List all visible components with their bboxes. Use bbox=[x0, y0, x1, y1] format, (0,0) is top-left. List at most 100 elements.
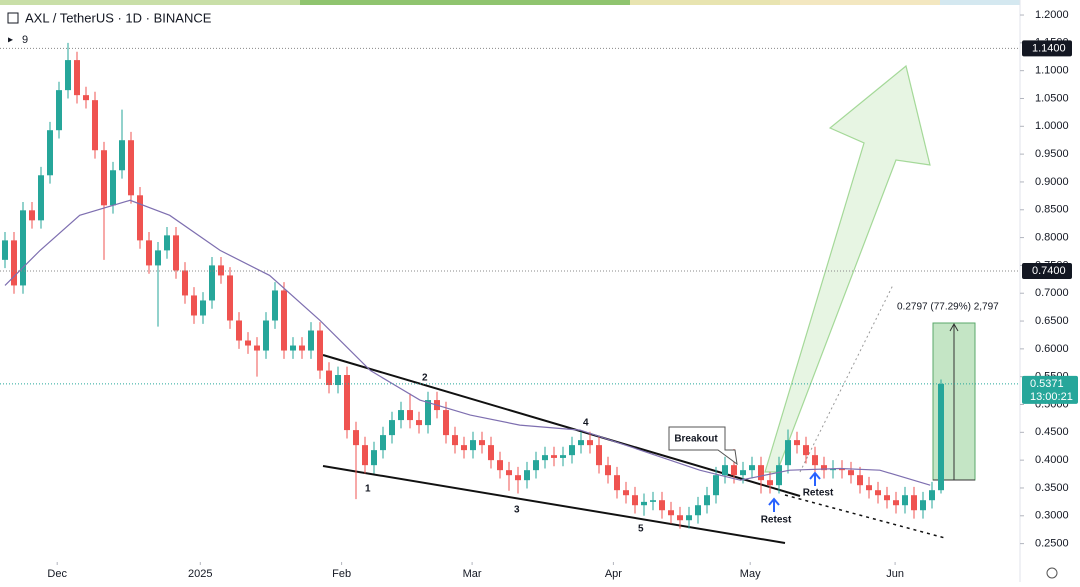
candle-body bbox=[884, 495, 890, 501]
chart-title: AXL / TetherUS · 1D · BINANCE bbox=[25, 10, 212, 25]
candle-body bbox=[29, 210, 35, 221]
price-label-box bbox=[1022, 40, 1072, 57]
candle-body bbox=[335, 375, 341, 386]
candle-body bbox=[38, 175, 44, 221]
symbol-icon bbox=[7, 12, 19, 24]
x-tick-label: Apr bbox=[605, 568, 622, 580]
candle-body bbox=[272, 290, 278, 321]
candle-body bbox=[362, 445, 368, 466]
candle-body bbox=[182, 270, 188, 296]
candle-body bbox=[389, 420, 395, 436]
y-tick-label: 0.6000 bbox=[1035, 343, 1069, 355]
candle-body bbox=[263, 320, 269, 351]
candle-body bbox=[326, 370, 332, 386]
candle-body bbox=[461, 445, 467, 451]
candle-body bbox=[227, 275, 233, 321]
lower-trendline bbox=[322, 465, 786, 544]
candle-body bbox=[632, 495, 638, 506]
candle-body bbox=[452, 435, 458, 446]
candle-body bbox=[902, 495, 908, 506]
candle-body bbox=[92, 100, 98, 151]
candle-body bbox=[101, 150, 107, 206]
y-tick-label: 1.1000 bbox=[1035, 65, 1069, 77]
y-tick-label: 0.6500 bbox=[1035, 315, 1069, 327]
candle-body bbox=[470, 440, 476, 451]
candle-body bbox=[605, 465, 611, 476]
candle-body bbox=[119, 140, 125, 171]
y-tick-label: 0.4000 bbox=[1035, 454, 1069, 466]
candle-body bbox=[695, 505, 701, 516]
candle-body bbox=[686, 515, 692, 521]
candle-body bbox=[164, 235, 170, 251]
candle-body bbox=[614, 475, 620, 491]
candle-body bbox=[344, 375, 350, 431]
indicator-label: 9 bbox=[22, 34, 28, 46]
candle-body bbox=[929, 490, 935, 501]
y-tick-label: 0.3500 bbox=[1035, 482, 1069, 494]
candle-body bbox=[281, 290, 287, 351]
candle-body bbox=[290, 345, 296, 351]
candle-body bbox=[173, 235, 179, 271]
target-arrow bbox=[764, 64, 931, 473]
retest-arrow bbox=[768, 497, 780, 512]
candle-body bbox=[20, 210, 26, 286]
candle-body bbox=[848, 470, 854, 476]
candle-body bbox=[218, 265, 224, 276]
candle-body bbox=[812, 455, 818, 466]
candle-body bbox=[533, 460, 539, 471]
moving-average bbox=[4, 199, 931, 486]
candle-body bbox=[740, 470, 746, 476]
candle-body bbox=[650, 500, 656, 502]
x-tick-label: May bbox=[740, 568, 761, 580]
collapse-icon[interactable]: ▸ bbox=[8, 35, 13, 46]
candle-body bbox=[317, 330, 323, 371]
candle-body bbox=[893, 500, 899, 506]
candle-body bbox=[866, 485, 872, 491]
y-tick-label: 0.4500 bbox=[1035, 426, 1069, 438]
candle-body bbox=[353, 430, 359, 446]
candle-body bbox=[677, 515, 683, 521]
candle-body bbox=[155, 250, 161, 266]
measure-arrowhead bbox=[949, 322, 959, 332]
candle-body bbox=[785, 440, 791, 466]
candle-body bbox=[209, 265, 215, 301]
y-tick-label: 0.7000 bbox=[1035, 287, 1069, 299]
candle-body bbox=[236, 320, 242, 341]
candle-body bbox=[398, 410, 404, 421]
settings-icon[interactable] bbox=[1046, 567, 1058, 579]
price-label: 1.1400 bbox=[1032, 42, 1066, 54]
x-tick-label: 2025 bbox=[188, 568, 212, 580]
candle-body bbox=[371, 450, 377, 466]
candle-body bbox=[299, 345, 305, 351]
marks: 0.25000.30000.35000.40000.45000.50000.55… bbox=[0, 9, 1069, 580]
candle-body bbox=[11, 240, 17, 286]
x-tick-label: Mar bbox=[463, 568, 482, 580]
candle-body bbox=[488, 445, 494, 461]
y-tick-label: 1.2000 bbox=[1035, 9, 1069, 21]
candle-body bbox=[47, 130, 53, 176]
candle-body bbox=[497, 460, 503, 471]
candle-body bbox=[137, 195, 143, 241]
wave-label: 3 bbox=[514, 505, 520, 516]
x-tick-label: Feb bbox=[332, 568, 351, 580]
candle-body bbox=[587, 440, 593, 446]
last-price-box bbox=[1022, 375, 1078, 404]
candle-body bbox=[839, 468, 845, 471]
candle-body bbox=[569, 445, 575, 456]
breakout-callout bbox=[668, 426, 738, 466]
candle-body bbox=[938, 383, 944, 491]
candle-body bbox=[506, 470, 512, 476]
candle-body bbox=[551, 455, 557, 458]
price-label-box bbox=[1022, 262, 1072, 279]
y-tick-label: 0.9000 bbox=[1035, 176, 1069, 188]
candle-body bbox=[920, 500, 926, 511]
candle-body bbox=[722, 465, 728, 476]
candle-body bbox=[83, 95, 89, 101]
candle-body bbox=[857, 475, 863, 486]
candle-body bbox=[443, 410, 449, 436]
x-tick-label: Jun bbox=[886, 568, 904, 580]
candle-body bbox=[641, 501, 647, 506]
measure-label: 0.2797 (77.29%) 2,797 bbox=[897, 302, 999, 313]
